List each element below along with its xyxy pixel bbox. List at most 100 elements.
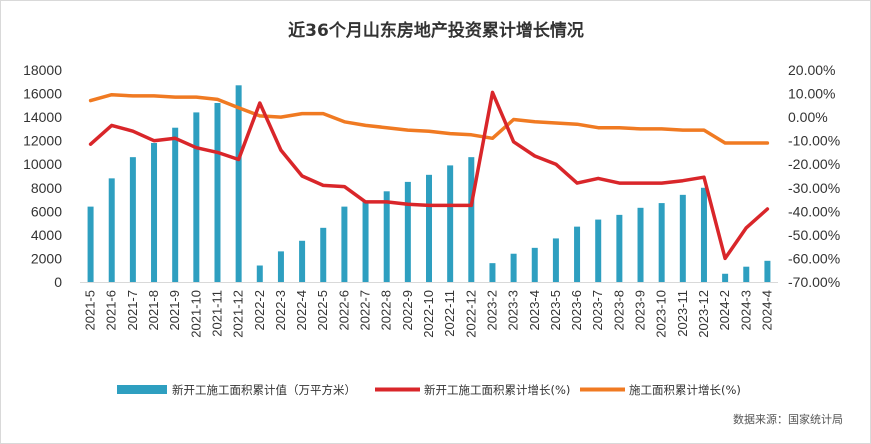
bar-2023-8 <box>616 214 623 282</box>
y-left-tick-label: 16000 <box>23 86 62 102</box>
legend-label-bar: 新开工施工面积累计值（万平方米） <box>172 383 356 397</box>
bar-2022-11 <box>447 165 454 282</box>
bar-2023-11 <box>679 194 686 282</box>
x-tick-label: 2023-8 <box>611 290 626 330</box>
bar-2022-2 <box>256 265 263 282</box>
bar-2022-3 <box>277 251 284 282</box>
x-tick-label: 2021-10 <box>188 290 203 338</box>
line-series <box>88 90 770 261</box>
y-left-tick-label: 2000 <box>31 250 62 266</box>
y-left-tick-label: 6000 <box>31 203 62 219</box>
y-axis-left: 18000 16000 14000 12000 10000 8000 6000 4000 200… <box>23 62 62 290</box>
bar-2021-10 <box>193 112 200 283</box>
bar-2022-9 <box>404 181 411 282</box>
bar-2022-10 <box>426 174 432 282</box>
x-tick-label: 2023-6 <box>569 290 584 330</box>
y-left-tick-label: 4000 <box>31 227 62 243</box>
x-tick-label: 2024-3 <box>738 290 753 330</box>
x-tick-label: 2022-10 <box>421 290 436 338</box>
x-tick-label: 2023-12 <box>696 290 711 338</box>
x-tick-label: 2023-4 <box>527 290 542 330</box>
bar-2023-10 <box>658 203 665 282</box>
x-tick-label: 2023-7 <box>590 290 605 330</box>
y-right-tick-label: -40.00% <box>788 203 840 219</box>
x-tick-label: 2023-3 <box>506 290 521 330</box>
x-tick-label: 2024-4 <box>759 290 774 330</box>
x-tick-label: 2022-7 <box>358 290 373 330</box>
x-tick-label: 2022-6 <box>336 290 351 330</box>
chart-title: 近36个月山东房地产投资累计增长情况 <box>288 20 584 41</box>
x-tick-label: 2022-5 <box>315 290 330 330</box>
x-tick-label: 2023-5 <box>548 290 563 330</box>
bar-series <box>87 85 771 283</box>
line-construction-growth <box>88 92 770 145</box>
y-axis-right: 20.00% 10.00% 0.00% -10.00% -20.00% -30.00% -4… <box>788 62 840 290</box>
x-tick-label: 2021-7 <box>125 290 140 330</box>
bar-2022-12 <box>468 157 475 282</box>
y-left-tick-label: 12000 <box>23 133 62 149</box>
bar-2023-7 <box>595 219 602 282</box>
x-tick-label: 2023-11 <box>675 290 690 337</box>
y-left-tick-label: 18000 <box>23 62 62 78</box>
x-axis: 2021-5 2021-6 2021-7 2021-8 2021-9 2021-10 202… <box>80 282 778 338</box>
bar-2021-6 <box>108 178 115 282</box>
bar-2023-9 <box>637 207 644 282</box>
bar-2021-11 <box>214 102 221 282</box>
y-right-tick-label: -10.00% <box>788 133 840 149</box>
y-right-tick-label: -60.00% <box>788 250 840 266</box>
y-left-tick-label: 10000 <box>23 156 62 172</box>
source-note: 数据来源：国家统计局 <box>733 412 843 426</box>
bar-2023-6 <box>574 226 581 282</box>
x-tick-label: 2021-11 <box>209 290 224 337</box>
bar-2021-5 <box>87 206 94 282</box>
x-tick-label: 2022-2 <box>252 290 267 330</box>
bar-2021-9 <box>172 127 179 282</box>
legend-label-new-start-growth: 新开工施工面积累计增长(%) <box>424 383 570 397</box>
bar-2022-7 <box>362 200 369 282</box>
x-tick-label: 2023-9 <box>633 290 648 330</box>
bar-2022-6 <box>341 206 348 282</box>
bar-2023-12 <box>700 187 707 282</box>
y-right-tick-label: -20.00% <box>788 156 840 172</box>
x-tick-label: 2021-8 <box>146 290 161 330</box>
bar-2022-8 <box>383 191 390 282</box>
x-tick-label: 2021-9 <box>167 290 182 330</box>
bar-2021-12 <box>235 85 242 282</box>
bar-2024-3 <box>743 266 750 282</box>
y-right-tick-label: -70.00% <box>788 274 840 290</box>
x-tick-label: 2021-5 <box>83 290 98 330</box>
y-right-tick-label: 20.00% <box>788 62 835 78</box>
y-right-tick-label: -30.00% <box>788 180 840 196</box>
bar-2022-4 <box>299 240 306 282</box>
y-left-tick-label: 8000 <box>31 180 62 196</box>
x-tick-label: 2022-4 <box>294 290 309 330</box>
x-tick-label: 2021-12 <box>231 290 246 338</box>
bar-2022-5 <box>320 227 327 282</box>
legend-label-construction-growth: 施工面积累计增长(%) <box>629 383 741 397</box>
bar-2021-8 <box>151 143 158 282</box>
y-right-tick-label: 10.00% <box>788 86 835 102</box>
bar-2021-7 <box>129 157 136 282</box>
x-tick-label: 2022-11 <box>442 290 457 337</box>
y-right-tick-label: 0.00% <box>788 109 828 125</box>
x-tick-label: 2022-3 <box>273 290 288 330</box>
bar-2024-4 <box>764 260 771 282</box>
bar-2023-5 <box>552 238 559 282</box>
x-tick-label: 2022-9 <box>400 290 415 330</box>
x-tick-label: 2022-8 <box>379 290 394 330</box>
bar-2023-4 <box>531 247 538 282</box>
x-tick-label: 2024-2 <box>717 290 732 330</box>
y-right-tick-label: -50.00% <box>788 227 840 243</box>
y-left-tick-label: 0 <box>54 274 62 290</box>
x-tick-label: 2022-12 <box>463 290 478 338</box>
x-tick-label: 2023-2 <box>484 290 499 330</box>
x-tick-label: 2021-6 <box>104 290 119 330</box>
bar-2024-2 <box>722 273 729 282</box>
y-left-tick-label: 14000 <box>23 109 62 125</box>
legend-swatch-bar <box>117 385 167 394</box>
bar-2023-3 <box>510 253 517 282</box>
bar-2023-2 <box>489 263 496 282</box>
